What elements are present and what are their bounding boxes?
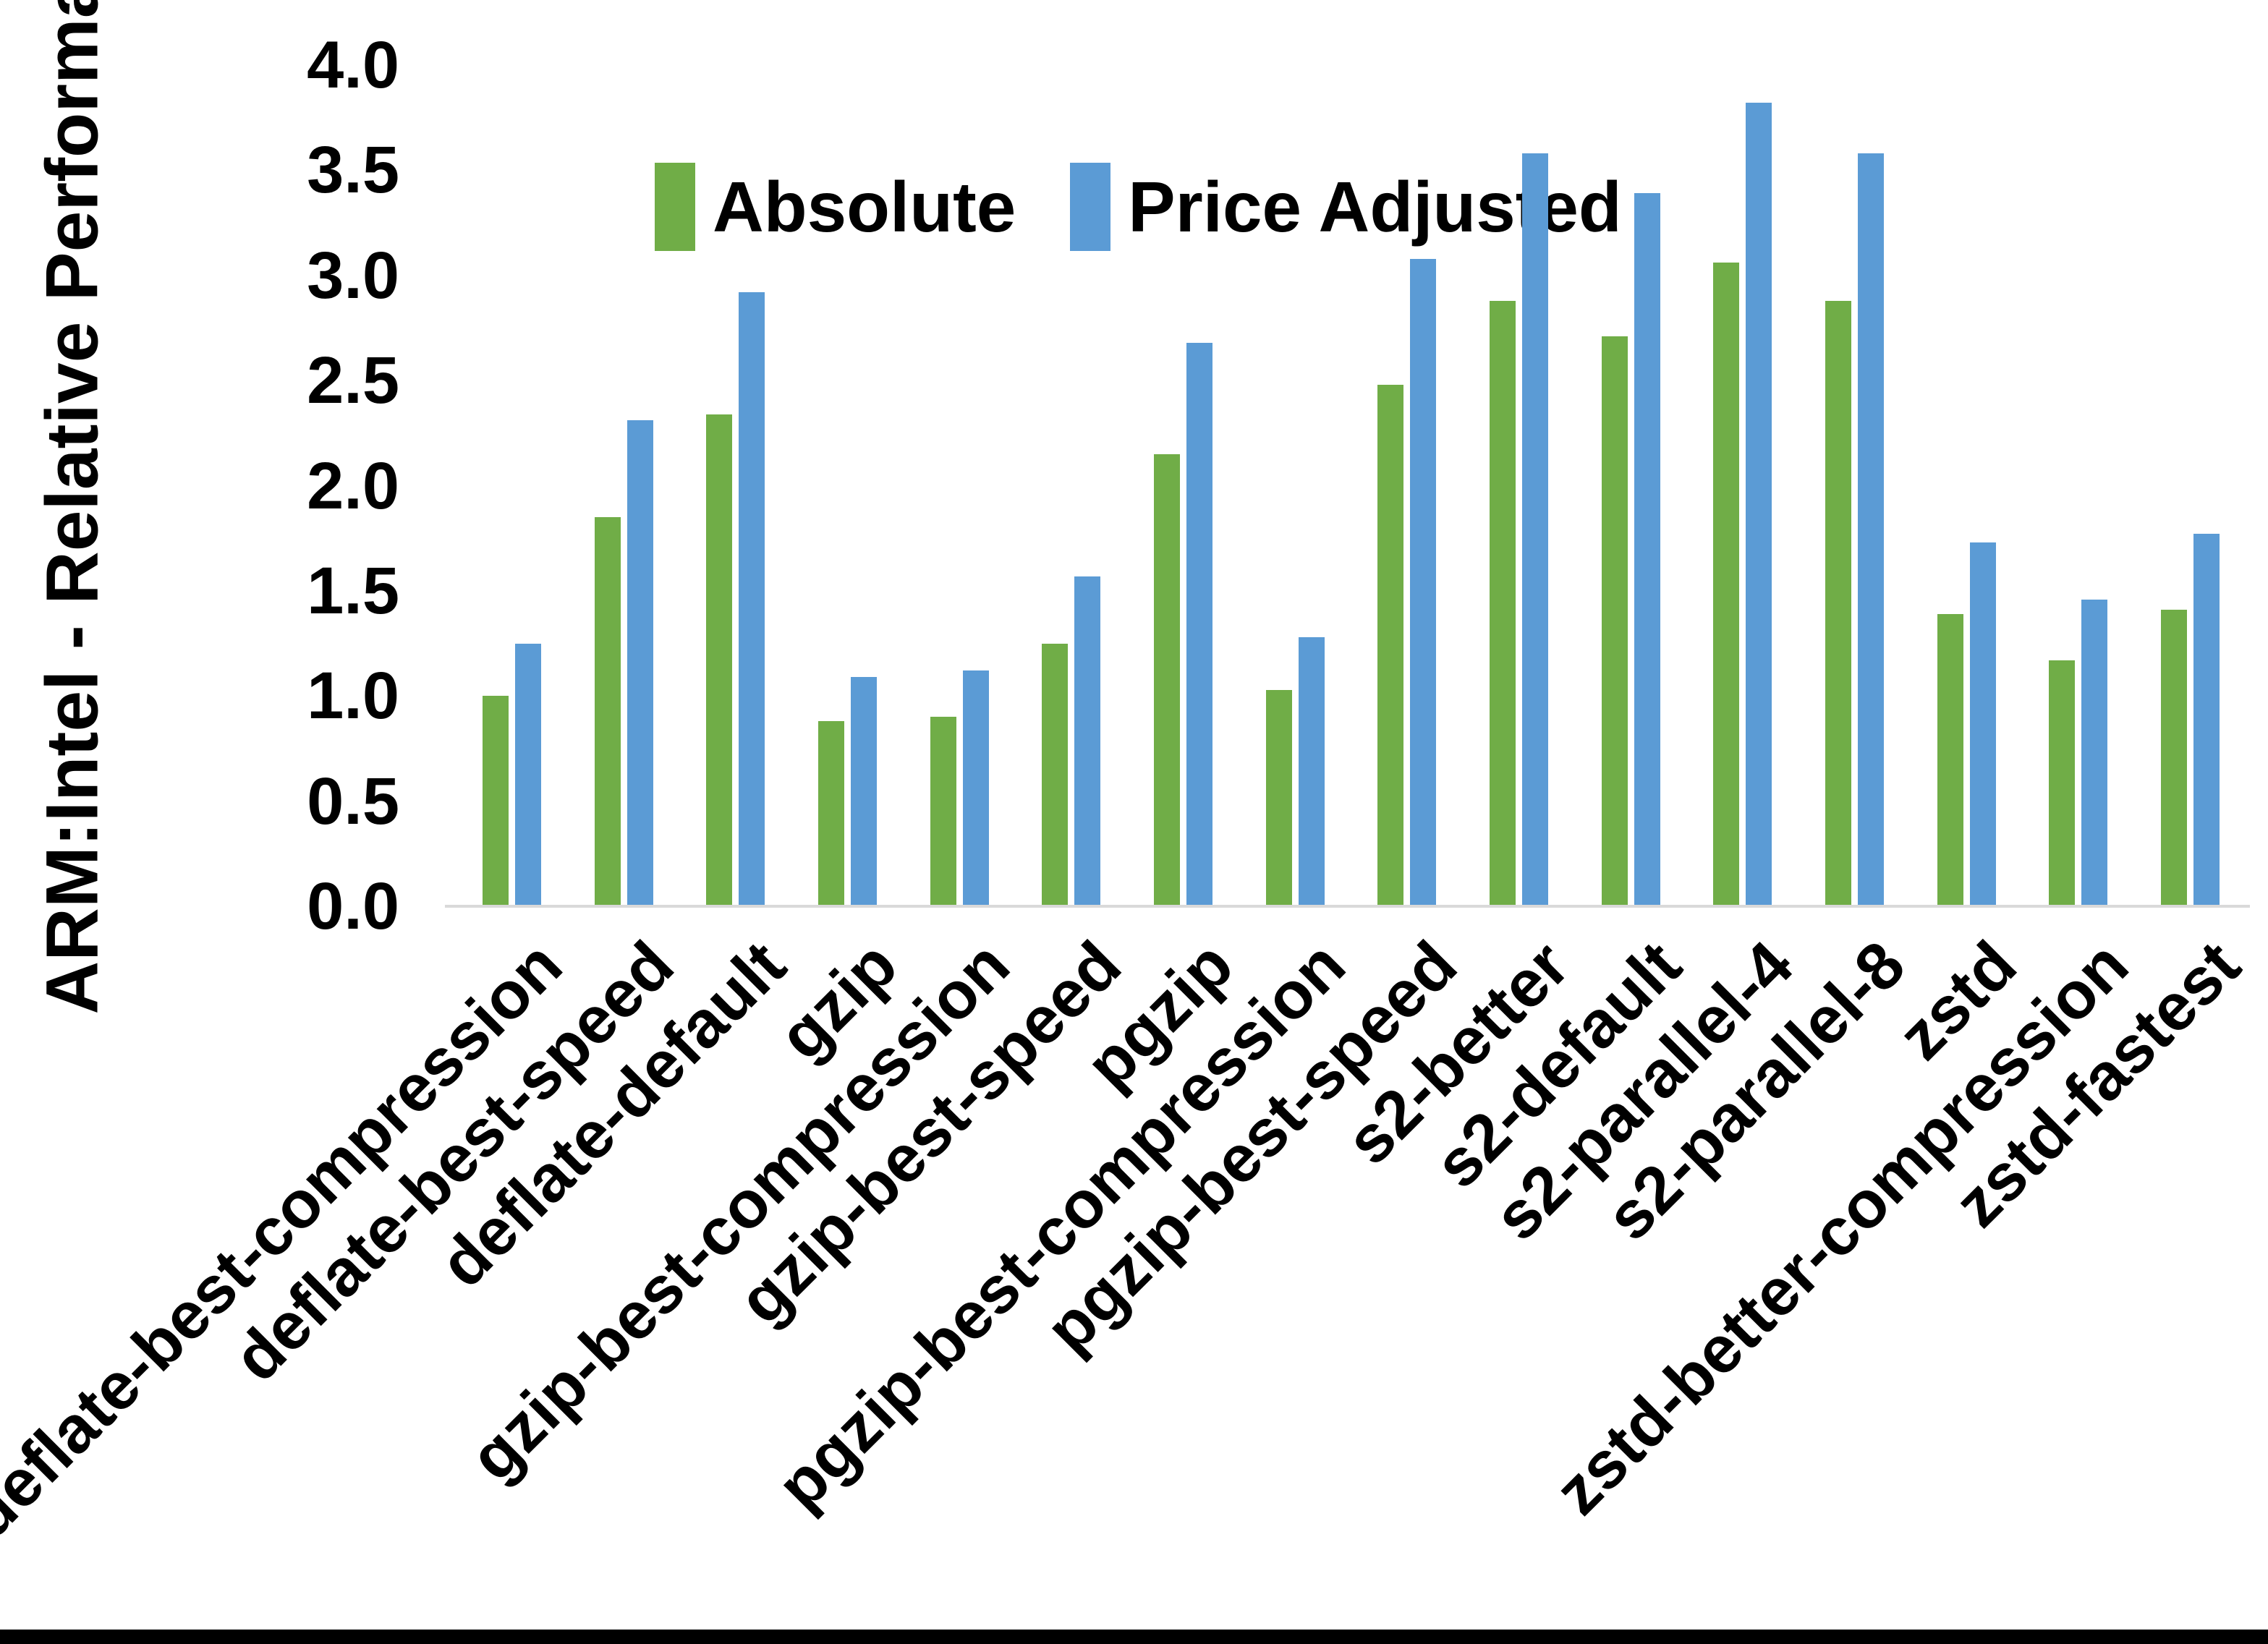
- bar-price-adjusted-deflate-default: [739, 292, 765, 906]
- legend-label-absolute: Absolute: [713, 167, 1016, 247]
- y-tick-label-2.5: 2.5: [307, 344, 399, 418]
- bar-group-s2-default: [1575, 65, 1687, 906]
- y-tick-label-0.5: 0.5: [307, 764, 399, 838]
- bar-absolute-pgzip: [1153, 453, 1180, 906]
- bar-group-zstd: [1911, 65, 2023, 906]
- bar-group-s2-parallel-8: [1798, 65, 1911, 906]
- bar-absolute-gzip-best-compression: [930, 717, 956, 906]
- bar-price-adjusted-s2-default: [1634, 193, 1660, 906]
- bar-group-gzip-best-compression: [904, 65, 1016, 906]
- bar-group-deflate-default: [679, 65, 791, 906]
- y-tick-label-3.0: 3.0: [307, 238, 399, 312]
- bar-absolute-gzip-best-speed: [1042, 643, 1069, 906]
- bar-group-pgzip-best-speed: [1351, 65, 1464, 906]
- legend-swatch-price-adjusted: [1070, 163, 1111, 251]
- bar-price-adjusted-pgzip: [1186, 342, 1212, 906]
- bar-group-zstd-fastest: [2134, 65, 2246, 906]
- bar-group-deflate-best-speed: [568, 65, 680, 906]
- bar-absolute-s2-better: [1490, 300, 1516, 906]
- bar-group-s2-better: [1463, 65, 1575, 906]
- bar-absolute-s2-parallel-8: [1825, 300, 1852, 906]
- bar-absolute-s2-parallel-4: [1713, 263, 1740, 906]
- plot-area: [456, 65, 2246, 906]
- y-tick-label-1.5: 1.5: [307, 553, 399, 628]
- y-tick-label-4.0: 4.0: [307, 28, 399, 102]
- bar-absolute-zstd: [1937, 613, 1963, 906]
- bar-absolute-deflate-best-speed: [594, 517, 621, 906]
- bar-group-pgzip: [1127, 65, 1239, 906]
- bar-price-adjusted-gzip-best-compression: [962, 670, 989, 906]
- bar-price-adjusted-s2-parallel-4: [1746, 103, 1772, 906]
- bar-group-gzip: [791, 65, 904, 906]
- bar-group-zstd-better-compression: [2023, 65, 2135, 906]
- bar-price-adjusted-deflate-best-speed: [627, 420, 653, 906]
- y-tick-label-1.0: 1.0: [307, 659, 399, 733]
- bar-price-adjusted-s2-parallel-8: [1858, 153, 1885, 906]
- legend-swatch-absolute: [655, 163, 695, 251]
- bar-absolute-zstd-better-compression: [2049, 660, 2076, 906]
- bar-price-adjusted-zstd-better-compression: [2081, 599, 2108, 906]
- bar-price-adjusted-pgzip-best-speed: [1410, 258, 1437, 906]
- bar-absolute-deflate-default: [706, 414, 733, 906]
- y-tick-label-3.5: 3.5: [307, 133, 399, 208]
- bar-price-adjusted-s2-better: [1522, 153, 1549, 906]
- x-axis-category-labels: deflate-best-compression deflate-best-spe…: [0, 927, 2254, 1581]
- bar-absolute-pgzip-best-compression: [1265, 689, 1292, 906]
- bar-price-adjusted-pgzip-best-compression: [1298, 636, 1325, 906]
- bar-absolute-s2-default: [1601, 336, 1628, 906]
- bar-price-adjusted-zstd: [1969, 542, 1996, 906]
- y-tick-label-2.0: 2.0: [307, 448, 399, 523]
- x-axis-line: [445, 905, 2250, 908]
- bar-absolute-pgzip-best-speed: [1377, 384, 1404, 906]
- y-tick-label-0.0: 0.0: [307, 869, 399, 943]
- bar-price-adjusted-gzip: [850, 677, 877, 906]
- bar-group-gzip-best-speed: [1015, 65, 1127, 906]
- bar-price-adjusted-deflate-best-compression: [514, 643, 541, 906]
- bar-price-adjusted-gzip-best-speed: [1074, 576, 1101, 906]
- bar-absolute-zstd-fastest: [2161, 610, 2188, 906]
- bar-group-deflate-best-compression: [456, 65, 568, 906]
- bar-price-adjusted-zstd-fastest: [2193, 534, 2220, 906]
- bar-absolute-deflate-best-compression: [482, 696, 509, 906]
- bottom-border-bar: [0, 1630, 2268, 1644]
- bar-group-s2-parallel-4: [1687, 65, 1799, 906]
- legend-item-absolute: Absolute: [655, 163, 1016, 251]
- bar-group-pgzip-best-compression: [1239, 65, 1351, 906]
- bar-absolute-gzip: [817, 721, 844, 906]
